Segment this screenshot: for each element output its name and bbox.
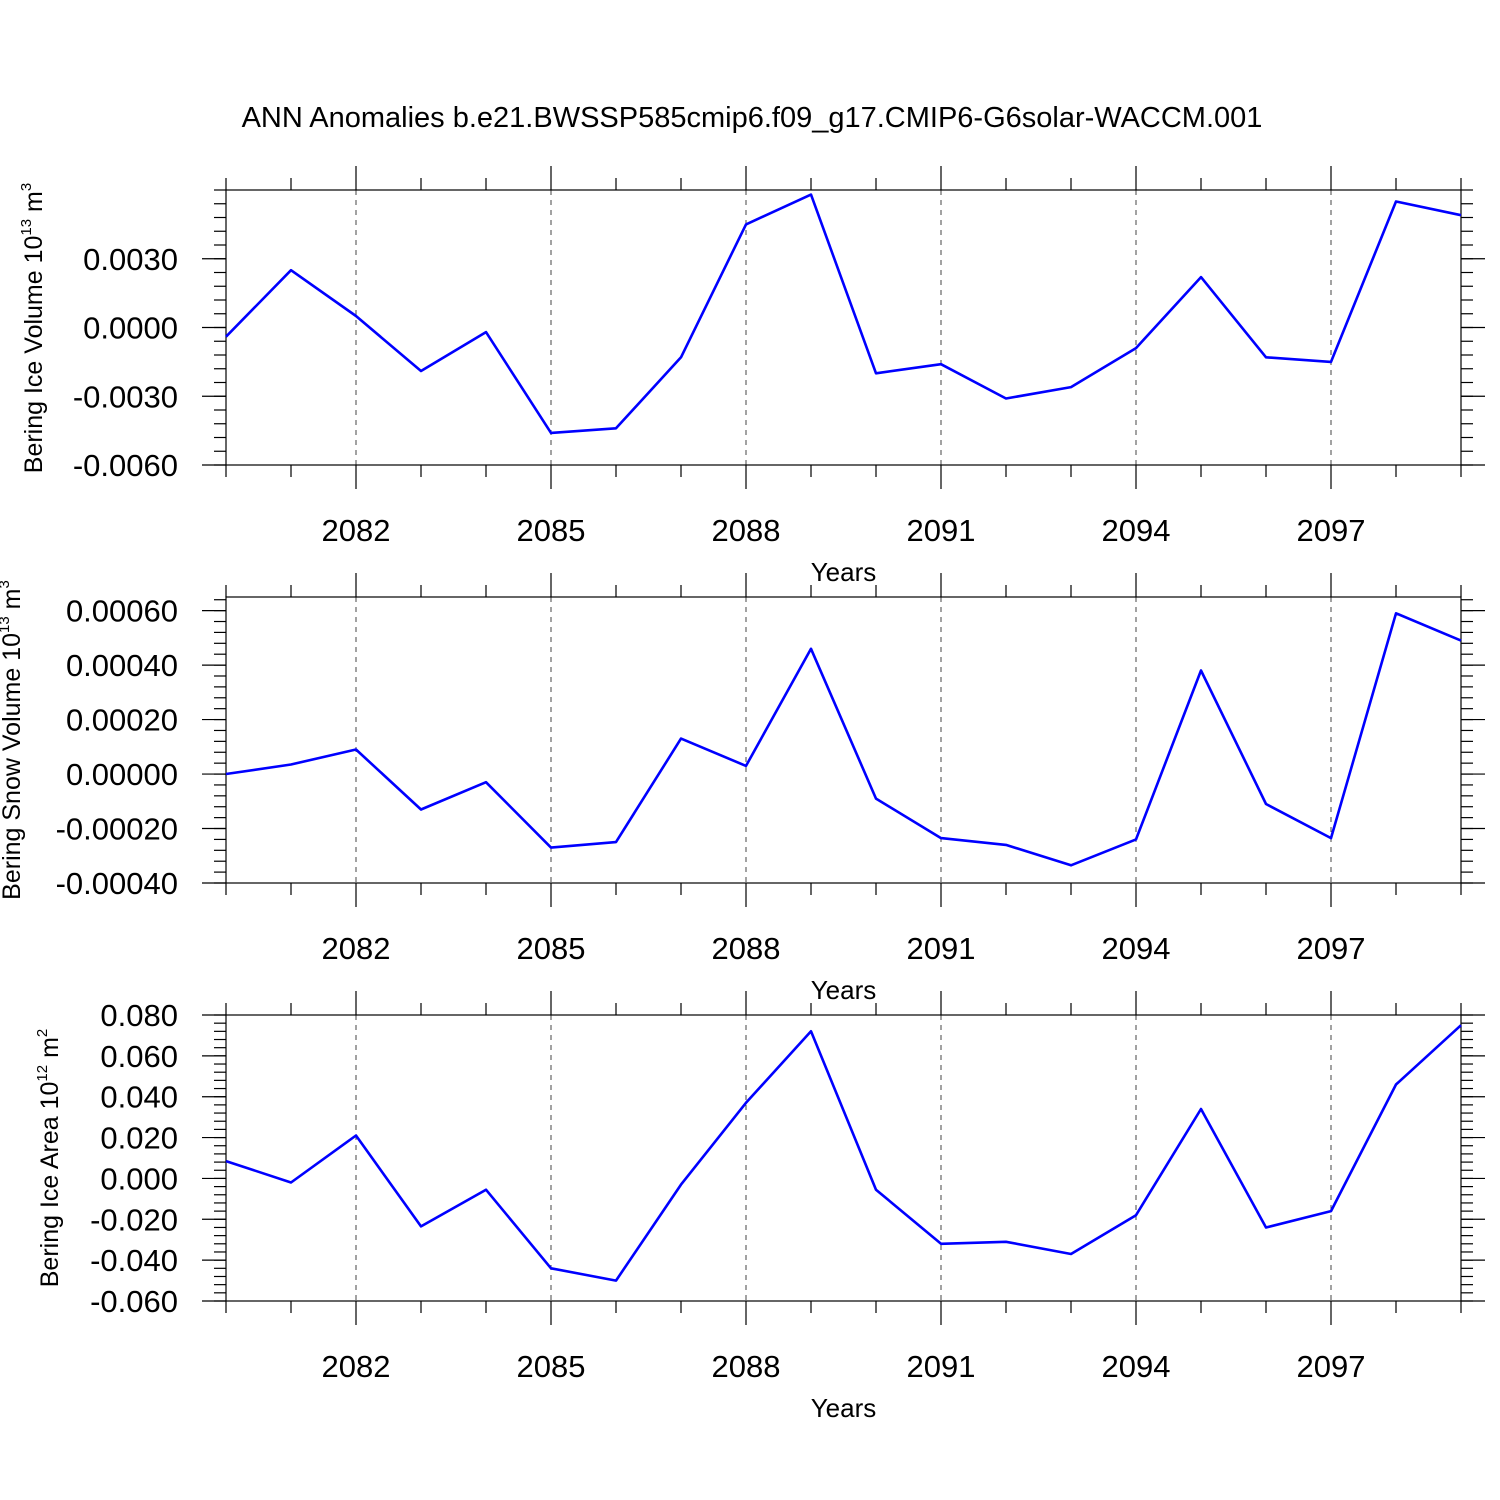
x-tick-label: 2088 [712, 1349, 781, 1384]
y-tick-label: 0.00020 [66, 703, 178, 738]
plot-frame [225, 596, 1462, 884]
plot-frame [225, 1014, 1462, 1302]
plot-frame [225, 189, 1462, 466]
x-tick-label: 2094 [1102, 513, 1171, 548]
x-tick-label: 2085 [517, 1349, 586, 1384]
x-axis-label: Years [811, 557, 877, 587]
panel-ice-area: -0.060 -0.040 -0.020 0.000 0.020 0.040 0.060 0.… [34, 991, 1485, 1423]
series-line [225, 1024, 1462, 1282]
x-tick-label: 2082 [322, 513, 391, 548]
y-tick-label: 0.0030 [83, 242, 178, 277]
y-tick-label: -0.00040 [56, 866, 178, 901]
x-tick-label: 2082 [322, 1349, 391, 1384]
x-tick-label: 2085 [517, 513, 586, 548]
y-tick-label: -0.00020 [56, 812, 178, 847]
y-tick-label: 0.020 [100, 1121, 178, 1156]
x-tick-label: 2088 [712, 931, 781, 966]
x-tick-label: 2097 [1297, 1349, 1366, 1384]
x-axis-label: Years [811, 1393, 877, 1423]
x-tick-label: 2082 [322, 931, 391, 966]
x-tick-label: 2094 [1102, 1349, 1171, 1384]
y-axis-label: Bering Ice Volume 1013 m3 [18, 183, 48, 473]
x-tick-label: 2091 [907, 1349, 976, 1384]
y-tick-label: -0.040 [90, 1243, 178, 1278]
y-axis-label: Bering Ice Area 1012 m2 [34, 1029, 64, 1288]
y-tick-label: 0.0000 [83, 311, 178, 346]
panel-ice-volume: -0.0060 -0.0030 0.0000 0.0030 2082 2085 2088 20… [18, 166, 1485, 587]
x-tick-label: 2097 [1297, 513, 1366, 548]
y-tick-label: 0.080 [100, 998, 178, 1033]
y-tick-label: -0.0030 [73, 379, 178, 414]
y-tick-label: 0.060 [100, 1039, 178, 1074]
x-tick-label: 2085 [517, 931, 586, 966]
panel-snow-volume: -0.00040 -0.00020 0.00000 0.00020 0.00040 0.0… [0, 573, 1485, 1005]
y-tick-label: -0.020 [90, 1202, 178, 1237]
y-tick-label: 0.00060 [66, 594, 178, 629]
x-axis-label: Years [811, 975, 877, 1005]
y-tick-label: 0.040 [100, 1080, 178, 1115]
x-tick-label: 2091 [907, 513, 976, 548]
x-tick-label: 2088 [712, 513, 781, 548]
x-tick-label: 2097 [1297, 931, 1366, 966]
x-tick-label: 2091 [907, 931, 976, 966]
y-tick-label: -0.0060 [73, 448, 178, 483]
y-tick-label: 0.000 [100, 1161, 178, 1196]
series-line [225, 611, 1462, 867]
y-axis-label: Bering Snow Volume 1013 m3 [0, 580, 26, 900]
chart-title: ANN Anomalies b.e21.BWSSP585cmip6.f09_g1… [242, 102, 1263, 134]
series-line [225, 193, 1462, 435]
y-tick-label: -0.060 [90, 1284, 178, 1319]
y-tick-label: 0.00040 [66, 648, 178, 683]
x-tick-label: 2094 [1102, 931, 1171, 966]
y-tick-label: 0.00000 [66, 757, 178, 792]
